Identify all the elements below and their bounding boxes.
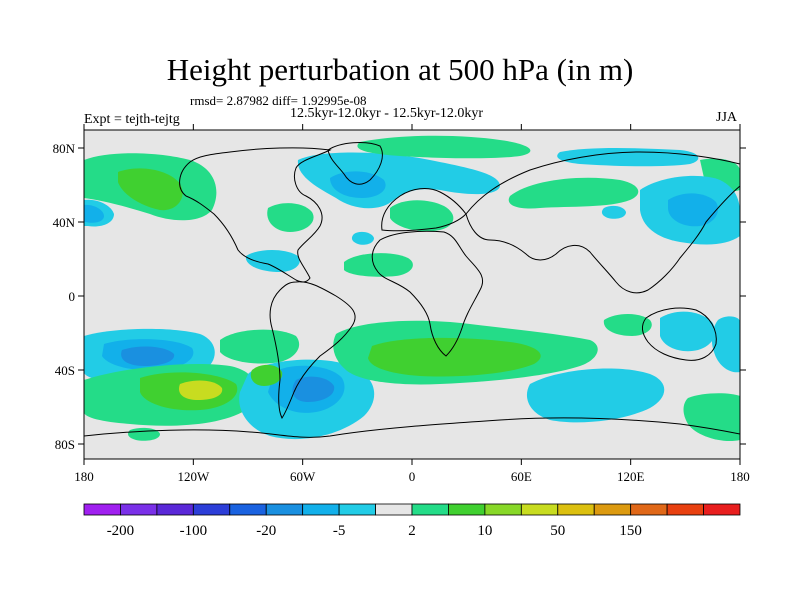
contour-north-pacific-green: [118, 168, 183, 211]
colorbar-swatch: [484, 503, 522, 516]
lat-tick-label: 80S: [55, 437, 75, 452]
contour-southern-ocean-green: [368, 337, 541, 377]
coastline-asia: [465, 151, 740, 294]
colorbar-swatch: [557, 503, 595, 516]
colorbar-label: 50: [550, 523, 565, 539]
contour-europe-teal: [390, 200, 454, 232]
lon-tick-label: 60E: [511, 469, 532, 484]
experiment-label: Expt = tejth-tejtg: [84, 112, 180, 127]
contour-south-atlantic-blue-core: [292, 376, 335, 402]
colorbar-swatch: [703, 503, 741, 516]
contour-australia-green: [603, 314, 652, 336]
coastlines: [84, 142, 740, 438]
contour-west-pacific-blue-inner: [84, 204, 104, 223]
lon-tick-label: 60W: [290, 469, 316, 484]
colorbar-swatch: [83, 503, 121, 516]
colorbar-label: -20: [256, 523, 276, 539]
colorbar-label: 150: [619, 523, 642, 539]
coastline-australia: [641, 307, 717, 361]
season-label: JJA: [716, 110, 738, 125]
contour-siberia-teal: [508, 177, 639, 209]
coastline-south-america: [269, 281, 356, 419]
contour-south-east-teal: [683, 393, 740, 442]
colorbar-swatch: [265, 503, 304, 516]
colorbar-swatch: [156, 503, 194, 516]
contour-australia-blue: [660, 311, 716, 352]
colorbar-swatch: [302, 503, 340, 516]
colorbar-swatch: [229, 503, 267, 516]
contour-mid-atlantic-blue: [351, 231, 374, 245]
coastline-north-america: [179, 147, 332, 283]
colorbar-swatch: [593, 503, 632, 516]
colorbar-swatch: [338, 503, 376, 516]
coastline-africa: [371, 230, 484, 357]
coastline-europe: [381, 188, 467, 232]
colorbar-swatch: [375, 503, 413, 516]
colorbar-label: -100: [180, 523, 208, 539]
contour-south-pacific-blue-core: [121, 346, 175, 366]
colorbar: -200 -100 -20 -5 2 10 50 150: [83, 503, 741, 539]
contour-canada-teal: [267, 203, 314, 232]
axes: 80N 40N 0 40S 80S 180 120W 60W 0 60E 120E 180: [53, 124, 750, 484]
colorbar-swatch: [120, 503, 158, 516]
lon-tick-label: 0: [409, 469, 416, 484]
lat-tick-label: 40S: [55, 363, 75, 378]
lat-tick-label: 0: [69, 289, 76, 304]
lon-tick-label: 120W: [177, 469, 210, 484]
colorbar-swatch: [666, 503, 704, 516]
stats-label: rmsd= 2.87982 diff= 1.92995e-08: [190, 93, 367, 108]
contour-east-australia-blue: [711, 316, 740, 373]
coastline-greenland: [327, 142, 383, 185]
colorbar-label: 10: [477, 523, 492, 539]
lon-tick-label: 180: [730, 469, 750, 484]
contour-south-america-teal: [220, 329, 300, 364]
lat-tick-label: 80N: [53, 141, 76, 156]
colorbar-swatch: [192, 503, 231, 516]
contour-south-indian-blue: [526, 368, 665, 423]
contour-caspian-blue: [601, 205, 626, 219]
contour-south-pacific-yellowgreen: [178, 380, 223, 400]
colorbar-swatch: [630, 503, 668, 516]
lon-tick-label: 120E: [617, 469, 645, 484]
colorbar-label: 2: [408, 523, 416, 539]
contour-cape-horn-green: [250, 364, 283, 386]
plot-title: Height perturbation at 500 hPa (in m): [166, 52, 634, 87]
colorbar-swatch: [411, 503, 449, 516]
contour-tropical-atlantic-teal: [344, 253, 413, 277]
colorbar-label: -5: [333, 523, 346, 539]
colorbar-label: -200: [107, 523, 135, 539]
contour-caribbean-blue: [245, 250, 300, 272]
lon-tick-label: 180: [74, 469, 94, 484]
colorbar-swatch: [448, 503, 486, 516]
contour-arctic-teal: [357, 135, 531, 159]
period-label: 12.5kyr-12.0kyr - 12.5kyr-12.0kyr: [290, 106, 484, 121]
coastline-antarctica: [84, 417, 740, 438]
lat-tick-label: 40N: [53, 215, 76, 230]
colorbar-swatch: [520, 503, 559, 516]
contour-east-asia-blue-inner: [668, 193, 719, 227]
